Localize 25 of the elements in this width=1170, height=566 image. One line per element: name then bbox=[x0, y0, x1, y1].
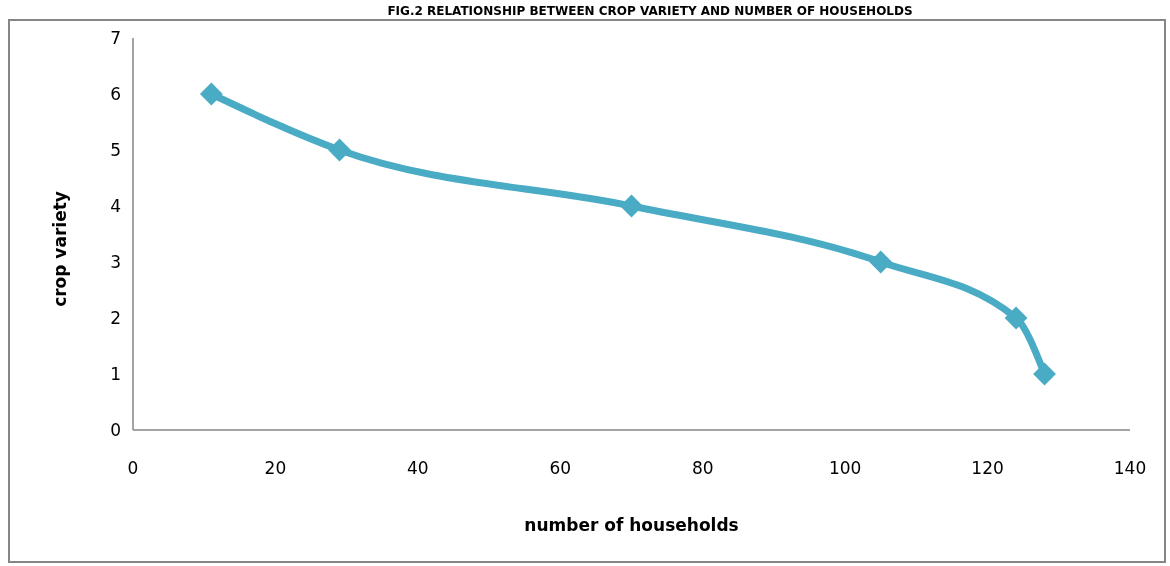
y-tick-label: 5 bbox=[110, 139, 121, 160]
chart-title: FIG.2 RELATIONSHIP BETWEEN CROP VARIETY AND NUMBER OF HOUSEHOLDS bbox=[387, 4, 913, 18]
y-tick-label: 7 bbox=[110, 27, 121, 48]
y-tick-label: 3 bbox=[110, 251, 121, 272]
x-tick-label: 40 bbox=[407, 458, 429, 478]
y-tick-label: 4 bbox=[110, 195, 121, 216]
x-tick-label: 80 bbox=[691, 458, 714, 478]
y-tick-label: 6 bbox=[110, 83, 121, 104]
x-tick-label: 20 bbox=[264, 458, 287, 478]
y-tick-label: 1 bbox=[110, 363, 121, 384]
x-tick-label: 140 bbox=[1113, 458, 1147, 478]
y-tick-label: 0 bbox=[110, 419, 121, 440]
x-tick-label: 120 bbox=[971, 458, 1004, 478]
point bbox=[1033, 362, 1056, 386]
y-axis-title: crop variety bbox=[50, 191, 70, 307]
point bbox=[199, 82, 223, 106]
point bbox=[869, 250, 893, 274]
point bbox=[620, 194, 643, 218]
x-tick-label: 60 bbox=[549, 458, 572, 478]
x-tick-label: 0 bbox=[127, 458, 139, 478]
y-tick-label: 2 bbox=[110, 307, 121, 328]
x-tick-label: 100 bbox=[828, 458, 862, 478]
x-axis-title: number of households bbox=[524, 515, 739, 535]
point bbox=[328, 138, 351, 162]
point bbox=[1004, 306, 1028, 330]
